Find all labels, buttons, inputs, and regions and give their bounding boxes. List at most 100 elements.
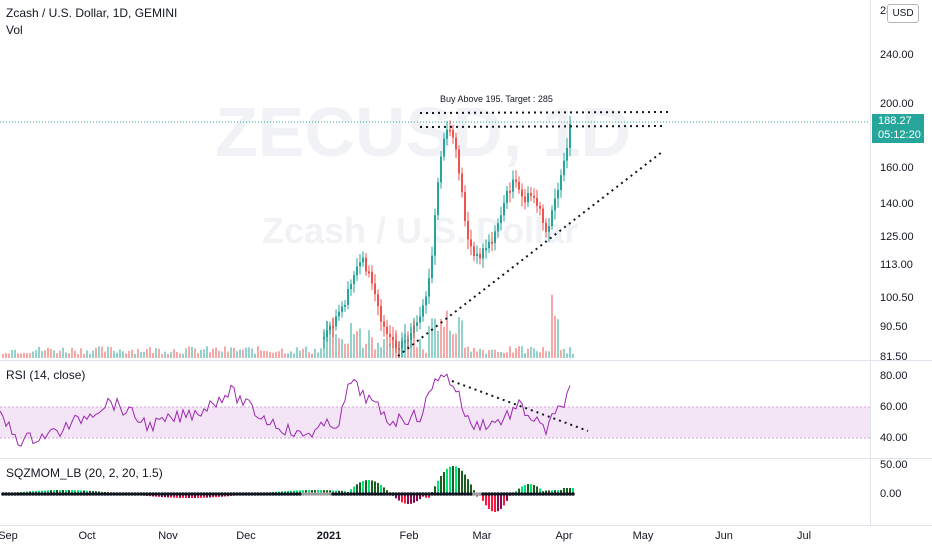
price-candle-body — [437, 182, 439, 216]
sqz-label[interactable]: SQZMOM_LB (20, 2, 20, 1.5) — [6, 466, 163, 480]
price-candle-body — [338, 311, 340, 317]
volume-bar — [458, 317, 460, 358]
sqz-bar — [197, 494, 199, 498]
volume-bar — [446, 310, 448, 358]
price-tick: 81.50 — [880, 351, 908, 360]
price-candle-body — [554, 198, 556, 211]
volume-bar — [59, 350, 61, 358]
sqz-dot — [523, 492, 527, 496]
sqz-dot — [328, 492, 332, 496]
price-candle-body — [509, 190, 511, 193]
sqz-dot — [250, 492, 254, 496]
sqz-bar — [62, 490, 64, 494]
volume-bar — [428, 325, 430, 358]
price-candle-body — [386, 326, 388, 334]
volume-bar — [326, 320, 328, 358]
sqz-pane[interactable] — [0, 459, 870, 525]
currency-button[interactable]: USD — [887, 4, 919, 23]
sqz-bar — [47, 490, 49, 494]
sqz-bar — [461, 470, 463, 494]
symbol-title[interactable]: Zcash / U.S. Dollar, 1D, GEMINI — [6, 6, 178, 20]
volume-bar — [470, 351, 472, 358]
volume-bar — [197, 352, 199, 358]
volume-bar — [386, 340, 388, 358]
sqz-bar — [569, 488, 571, 494]
sqz-dot — [94, 492, 98, 496]
sqz-bar — [506, 494, 508, 501]
sqz-dot — [481, 492, 485, 496]
sqz-bar — [458, 468, 460, 494]
volume-bar — [383, 339, 385, 358]
volume-bar — [278, 351, 280, 358]
sqz-dot — [346, 492, 350, 496]
sqz-dot — [301, 492, 305, 496]
price-candle-body — [482, 248, 484, 259]
sqz-bar — [443, 471, 445, 494]
price-chart[interactable] — [0, 0, 870, 360]
rsi-chart[interactable] — [0, 361, 870, 458]
volume-bar — [557, 319, 559, 358]
price-candle-body — [371, 271, 373, 284]
price-pane[interactable]: ZECUSD, 1D Zcash / U.S. Dollar Buy Above… — [0, 0, 870, 360]
sqz-dot — [376, 492, 380, 496]
sqz-dot — [352, 492, 356, 496]
pane-divider-2[interactable] — [0, 458, 932, 459]
volume-bar — [221, 351, 223, 358]
sqz-dot — [313, 492, 317, 496]
sqz-dot — [277, 492, 281, 496]
sqz-dot — [427, 492, 431, 496]
sqz-dot — [121, 492, 125, 496]
sqz-dot — [247, 492, 251, 496]
price-candle-body — [362, 257, 364, 263]
volume-bar — [485, 353, 487, 358]
volume-bar — [236, 351, 238, 358]
time-tick: Jun — [715, 530, 733, 542]
volume-bar — [509, 346, 511, 358]
sqz-dot — [112, 492, 116, 496]
price-candle-body — [500, 215, 502, 224]
rsi-pane[interactable] — [0, 361, 870, 458]
watermark-ticker: ZECUSD, 1D — [215, 93, 632, 171]
sqz-bar — [50, 490, 52, 494]
price-candle-body — [536, 197, 538, 206]
sqz-bar — [377, 482, 379, 494]
sqz-chart[interactable] — [0, 459, 870, 525]
volume-bar — [62, 347, 64, 358]
volume-bar — [8, 353, 10, 358]
time-tick: Apr — [555, 530, 573, 542]
sqz-dot — [145, 492, 149, 496]
volume-bar — [314, 348, 316, 358]
sqz-dot — [160, 492, 164, 496]
volume-bar — [110, 347, 112, 358]
sqz-dot — [448, 492, 452, 496]
price-candle-body — [461, 173, 463, 193]
volume-bar — [482, 350, 484, 358]
pane-divider-1[interactable] — [0, 360, 932, 361]
sqz-bar — [386, 490, 388, 494]
rsi-label[interactable]: RSI (14, close) — [6, 368, 86, 382]
sqz-dot — [103, 492, 107, 496]
volume-label[interactable]: Vol — [6, 23, 23, 37]
sqz-dot — [487, 492, 491, 496]
volume-bar — [350, 322, 352, 358]
volume-bar — [293, 353, 295, 358]
sqz-bar — [488, 494, 490, 509]
sqz-dot — [472, 492, 476, 496]
sqz-bar — [500, 494, 502, 509]
sqz-dot — [553, 492, 557, 496]
sqz-bar — [404, 494, 406, 504]
volume-bar — [320, 348, 322, 358]
sqz-dot — [391, 492, 395, 496]
volume-bar — [113, 350, 115, 358]
volume-bar — [545, 351, 547, 358]
sqz-bar — [482, 494, 484, 501]
volume-bar — [539, 352, 541, 358]
sqz-dot — [226, 492, 230, 496]
volume-bar — [26, 353, 28, 358]
price-candle-body — [566, 147, 568, 161]
volume-bar — [29, 353, 31, 358]
sqz-dot — [100, 492, 104, 496]
sqz-bar — [359, 482, 361, 494]
volume-bar — [416, 347, 418, 358]
sqz-dot — [409, 492, 413, 496]
